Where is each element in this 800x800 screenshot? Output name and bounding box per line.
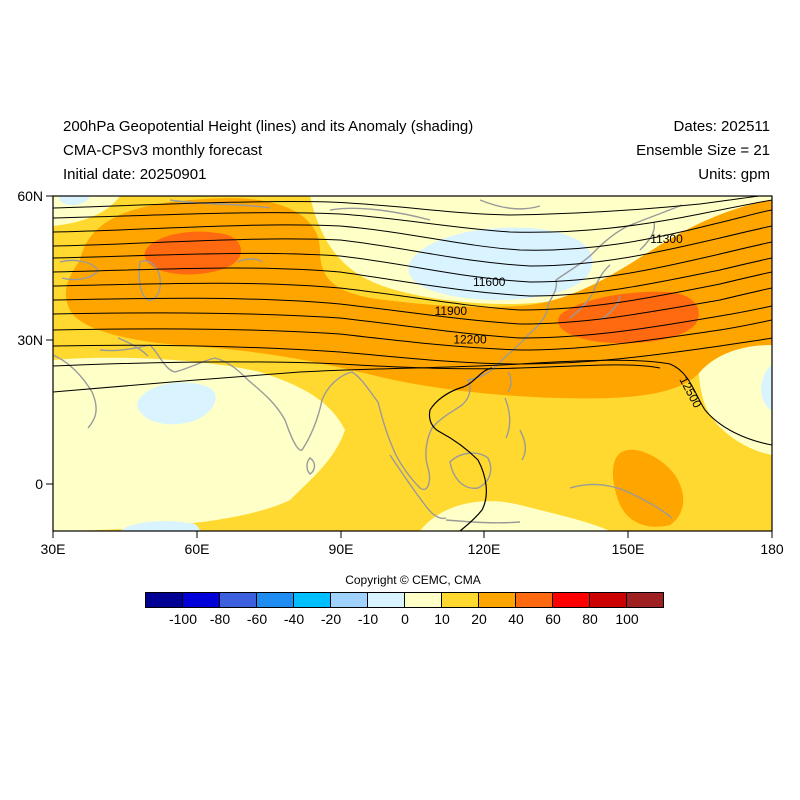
anomaly-pale-southeast [420,501,610,531]
boundary-line [428,367,493,531]
contour-line [53,199,772,233]
colorbar-swatch [256,592,294,608]
contour-label: 11600 [473,275,506,289]
ensemble-size: Ensemble Size = 21 [636,142,770,159]
x-tick-label: 30E [41,541,66,557]
map-title: 200hPa Geopotential Height (lines) and i… [63,118,474,135]
forecast-dates: Dates: 202511 [673,118,770,135]
anomaly-blue-arabian-sea [137,382,216,425]
height-contours [53,196,772,446]
anomaly-blue-south [120,521,200,531]
colorbar-swatch [330,592,368,608]
coast-taiwan [507,371,512,393]
contour-label: 11900 [435,304,468,318]
contour-label-text: 12200 [453,333,487,347]
contour-label-text: 11300 [650,232,683,246]
contour-line [53,337,772,365]
coast-lake-balkhash [237,258,263,263]
colorbar-swatch [404,592,442,608]
coast-black-sea [59,259,99,281]
colorbar [145,592,664,608]
anomaly-blue-pacific [761,365,772,410]
anomaly-blue-north [59,196,90,206]
contour-label-text: 11600 [473,275,506,289]
contour-label: 11300 [650,232,683,246]
contour-line [53,319,772,351]
colorbar-swatch [589,592,627,608]
x-tick-label: 90E [329,541,354,557]
x-tick-label: 120E [468,541,501,557]
colorbar-swatch [552,592,590,608]
coast-philippines [504,397,527,461]
coast-new-guinea [569,483,673,519]
colorbar-label: -10 [357,611,379,627]
anomaly-orange-band [65,198,772,399]
colorbar-label: -20 [320,611,342,627]
coastlines [53,199,683,524]
coast-sumatra [389,454,447,520]
x-tick-label: 180 [760,541,784,557]
colorbar-swatch [441,592,479,608]
contour-line [53,361,661,370]
contour-line [53,225,772,267]
colorbar-label: -40 [283,611,305,627]
contour-label-text: 11900 [435,304,468,318]
colorbar-label: -80 [209,611,231,627]
anomaly-pale-east [698,341,772,455]
contour-line [53,241,772,283]
contour-line [53,271,772,311]
colorbar-swatch [219,592,257,608]
coast-arabia-india [53,344,379,451]
colorbar-swatch [367,592,405,608]
contour-line [53,196,763,216]
coast-arctic [169,199,541,221]
y-tick-label: 0 [35,476,43,492]
colorbar-label: 10 [434,611,450,627]
colorbar-label: -60 [246,611,268,627]
y-tick-label: 60N [17,188,43,204]
contour-line [53,359,772,446]
coast-borneo [449,452,492,489]
copyright-notice: Copyright © CEMC, CMA [345,573,481,587]
colorbar-label: -100 [168,611,198,627]
map-subtitle: CMA-CPSv3 monthly forecast [63,142,263,159]
contour-label: 12200 [453,333,487,347]
coast-northeast-asia [555,204,683,281]
initial-date: Initial date: 20250901 [63,166,207,183]
units-label: Units: gpm [698,166,770,183]
colorbar-label: 0 [401,611,409,627]
anomaly-orange-blob-tropics [612,449,684,527]
colorbar-swatch [478,592,516,608]
map-frame [52,195,773,532]
anomaly-pale-southwest [53,440,100,520]
coast-java [445,519,521,524]
map-plot-area [53,196,772,531]
contour-line [53,257,772,297]
anomaly-dark-orange-east [558,291,699,344]
coast-sri-lanka [306,457,316,475]
coast-caspian [138,260,162,301]
y-tick-label: 30N [17,332,43,348]
colorbar-label: 60 [545,611,561,627]
x-tick-label: 60E [185,541,210,557]
colorbar-swatch [182,592,220,608]
colorbar-swatch [145,592,183,608]
colorbar-swatch [626,592,664,608]
colorbar-label: 100 [615,611,639,627]
colorbar-swatch [515,592,553,608]
coast-southeast-asia [377,304,549,491]
axis-ticks [46,195,773,538]
colorbar-swatch [293,592,331,608]
x-tick-label: 150E [612,541,645,557]
contour-line [53,209,772,251]
colorbar-label: 40 [508,611,524,627]
colorbar-label: 80 [582,611,598,627]
colorbar-label: 20 [471,611,487,627]
contour-line [53,287,772,325]
contour-line [53,305,772,339]
